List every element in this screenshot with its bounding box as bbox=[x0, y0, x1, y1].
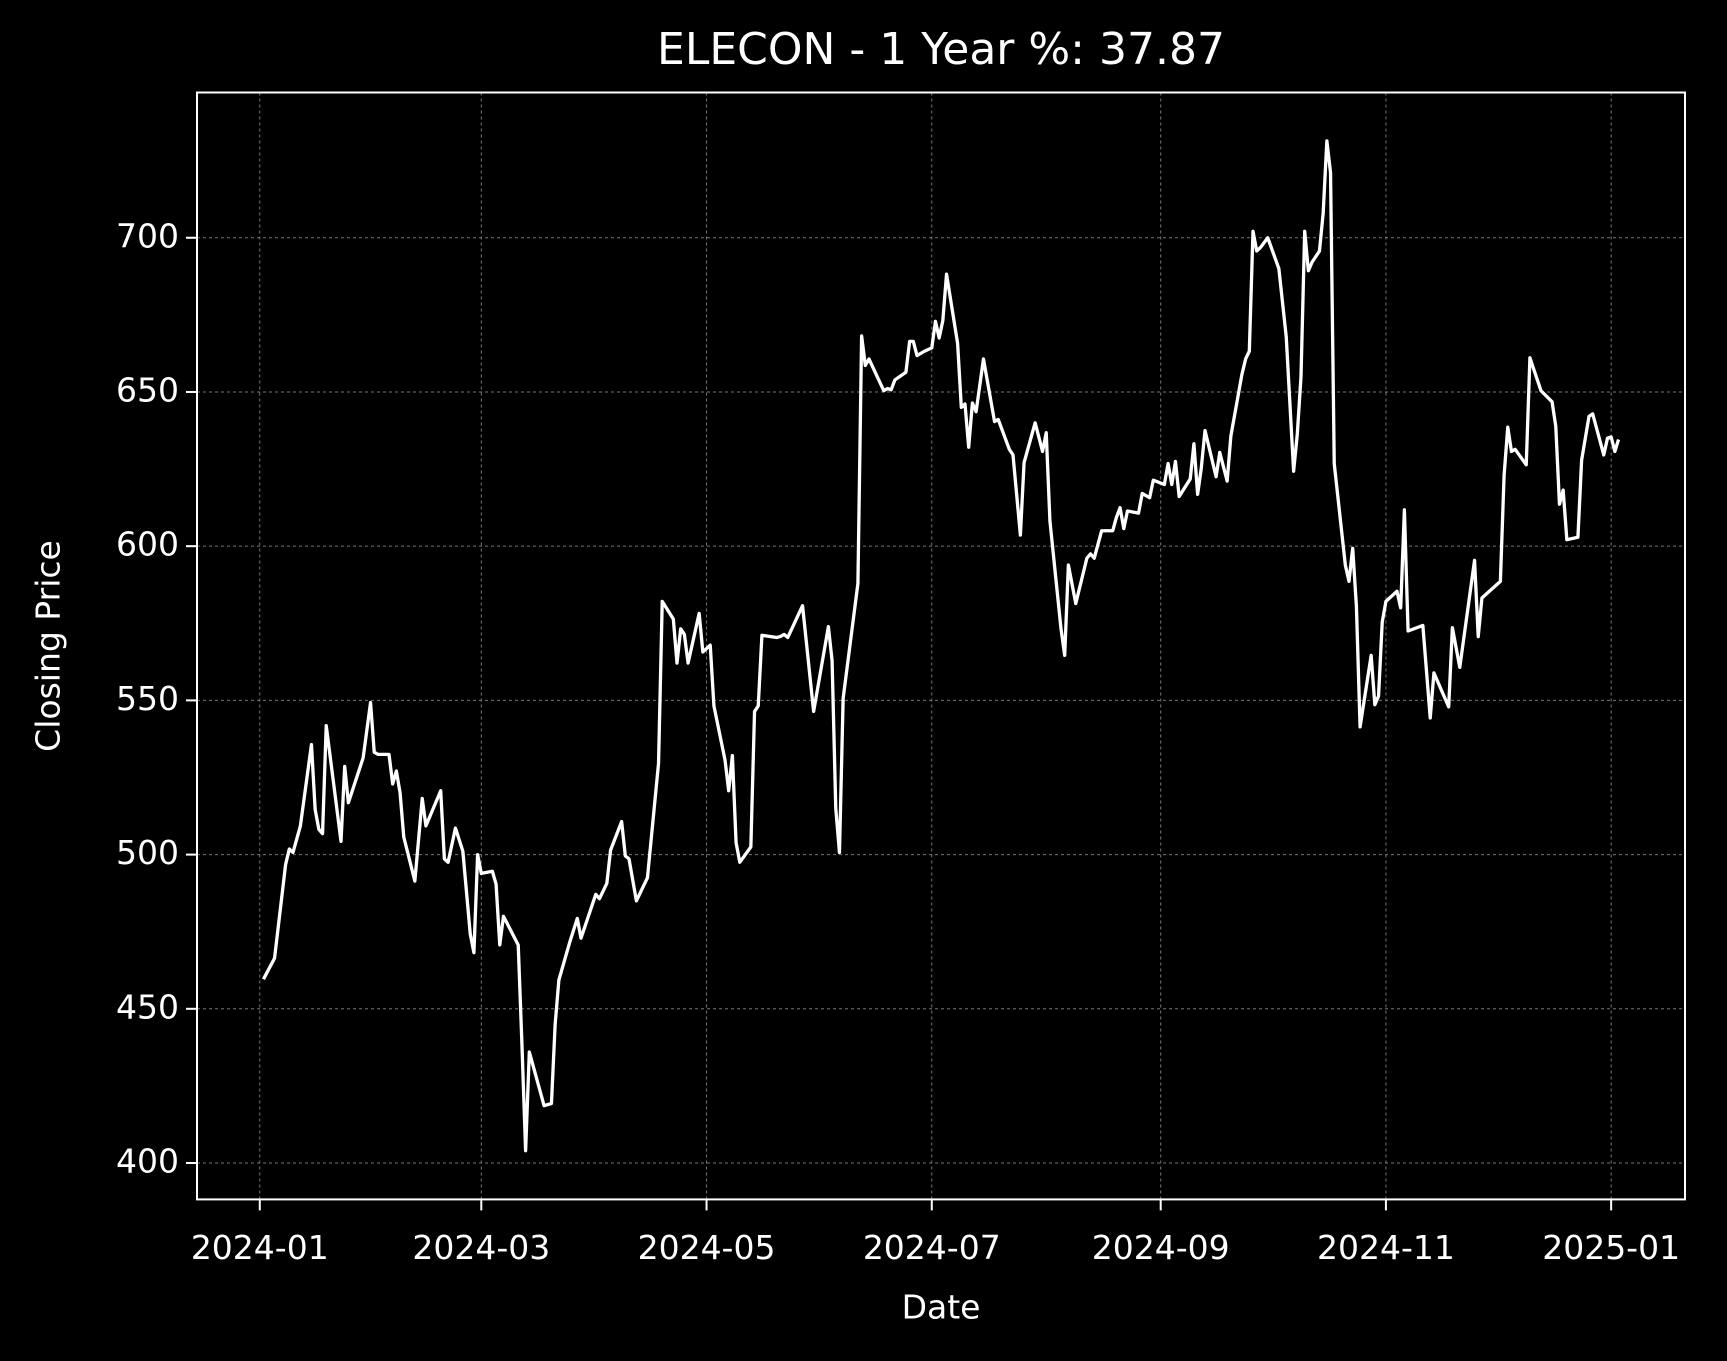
y-tick-label: 650 bbox=[116, 370, 179, 409]
y-tick-label: 500 bbox=[116, 833, 179, 872]
plot-frame bbox=[196, 91, 1686, 1201]
y-tick-label: 600 bbox=[116, 525, 179, 564]
x-tick-label: 2024-09 bbox=[1092, 1228, 1230, 1267]
chart-title: ELECON - 1 Year %: 37.87 bbox=[657, 24, 1225, 75]
x-tick-label: 2024-05 bbox=[638, 1228, 776, 1267]
x-tick-label: 2024-11 bbox=[1317, 1228, 1455, 1267]
y-axis-label: Closing Price bbox=[29, 540, 68, 752]
x-tick-label: 2024-03 bbox=[412, 1228, 550, 1267]
x-axis-label: Date bbox=[902, 1288, 981, 1327]
x-tick-label: 2025-01 bbox=[1542, 1228, 1680, 1267]
y-tick-label: 400 bbox=[116, 1142, 179, 1181]
y-tick-label: 700 bbox=[116, 216, 179, 255]
y-tick-label: 550 bbox=[116, 679, 179, 718]
x-tick-label: 2024-07 bbox=[863, 1228, 1001, 1267]
price-line bbox=[262, 139, 1621, 1153]
y-tick-label: 450 bbox=[116, 987, 179, 1026]
x-tick-label: 2024-01 bbox=[191, 1228, 329, 1267]
